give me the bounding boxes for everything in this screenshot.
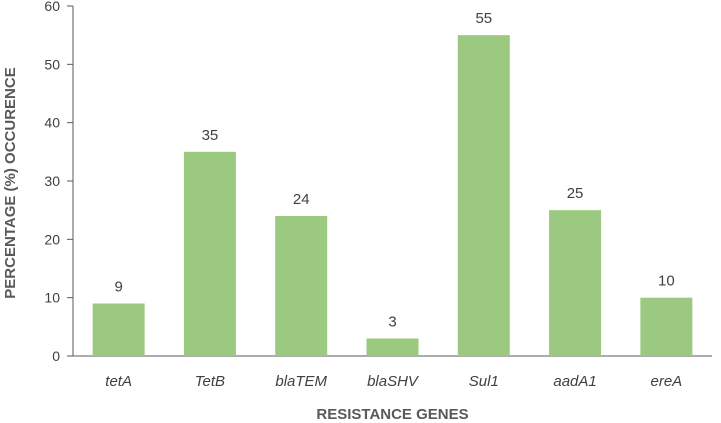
- data-label: 10: [658, 273, 675, 290]
- data-label: 35: [202, 127, 219, 144]
- x-tick-label: TetB: [195, 373, 225, 390]
- y-tick-label: 30: [44, 173, 60, 189]
- data-label: 25: [567, 185, 584, 202]
- bar: [183, 151, 236, 356]
- bar: [275, 216, 328, 356]
- plot-area: 0 10 20 30 40 50 60 9 tetA 35 TetB 24 blaTEM 3 blaSHV 5…: [44, 0, 712, 390]
- y-tick-label: 60: [44, 0, 60, 14]
- data-label: 9: [114, 279, 122, 296]
- x-tick-label: Sul1: [469, 373, 499, 390]
- data-label: 55: [475, 10, 492, 27]
- y-tick-label: 20: [44, 231, 60, 247]
- y-tick-label: 50: [44, 56, 60, 72]
- x-tick-label: tetA: [105, 373, 132, 390]
- data-label: 24: [293, 191, 310, 208]
- bar: [366, 338, 419, 356]
- x-tick-label: blaSHV: [367, 373, 420, 390]
- bar: [640, 297, 693, 356]
- bar: [92, 303, 145, 356]
- x-axis-title: RESISTANCE GENES: [316, 406, 468, 423]
- x-tick-label: blaTEM: [275, 373, 327, 390]
- y-tick-label: 0: [52, 348, 60, 364]
- y-axis-title: PERCENTAGE (%) OCCURENCE: [2, 67, 19, 298]
- x-tick-label: ereA: [651, 373, 683, 390]
- bar: [549, 210, 602, 356]
- y-tick-label: 40: [44, 115, 60, 131]
- y-tick-label: 10: [44, 290, 60, 306]
- x-tick-label: aadA1: [553, 373, 596, 390]
- data-label: 3: [388, 314, 396, 331]
- bar: [457, 35, 510, 357]
